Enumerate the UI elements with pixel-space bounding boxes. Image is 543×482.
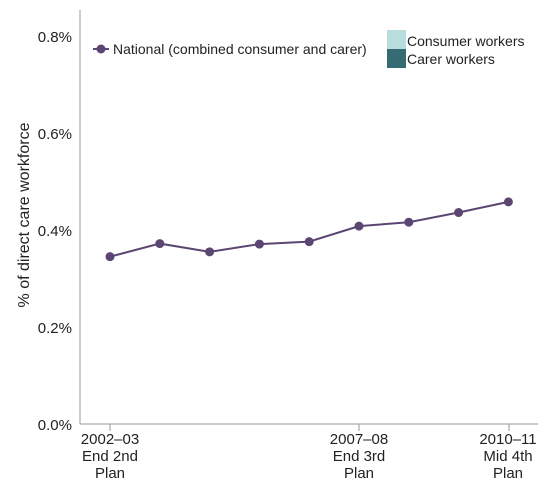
y-tick-label: 0.0%: [38, 417, 72, 434]
series-line: [109, 200, 509, 258]
x-tick-label: Plan: [344, 465, 374, 482]
legend-marker-swatch: [96, 44, 106, 54]
x-ticks: [109, 424, 510, 431]
data-point: [454, 208, 464, 218]
data-point: [254, 239, 264, 249]
x-tick-label: 2007–08: [330, 431, 388, 448]
legend-swatch-carer: [387, 49, 406, 68]
y-tick-label: 0.6%: [38, 126, 72, 143]
y-tick-labels: 0.0% 0.2% 0.4% 0.6% 0.8%: [38, 29, 72, 434]
data-point: [503, 197, 513, 207]
y-tick-label: 0.4%: [38, 223, 72, 240]
x-tick-label: 2002–03: [81, 431, 139, 448]
data-point: [155, 239, 165, 249]
data-point: [105, 252, 115, 262]
y-tick-label: 0.8%: [38, 29, 72, 46]
x-tick-label: Plan: [95, 465, 125, 482]
legend-label-national: National (combined consumer and carer): [113, 41, 367, 57]
x-tick-label: Mid 4th: [483, 448, 532, 465]
legend-label-carer: Carer workers: [407, 51, 495, 67]
legend-swatch-consumer: [387, 30, 406, 49]
series-national: [105, 197, 513, 262]
x-tick-labels: 2002–03 End 2nd Plan 2007–08 End 3rd Pla…: [81, 431, 537, 482]
y-tick-label: 0.2%: [38, 320, 72, 337]
data-point: [304, 237, 314, 247]
x-tick-label: End 3rd: [333, 448, 386, 465]
data-point: [404, 217, 414, 227]
y-axis-title: % of direct care workforce: [16, 122, 33, 307]
data-point: [354, 221, 364, 231]
legend: National (combined consumer and carer) C…: [93, 30, 524, 68]
data-point: [205, 247, 215, 257]
x-tick-label: End 2nd: [82, 448, 138, 465]
x-tick-label: 2010–11: [479, 431, 536, 448]
x-tick-label: Plan: [493, 465, 523, 482]
legend-label-consumer: Consumer workers: [407, 33, 524, 49]
